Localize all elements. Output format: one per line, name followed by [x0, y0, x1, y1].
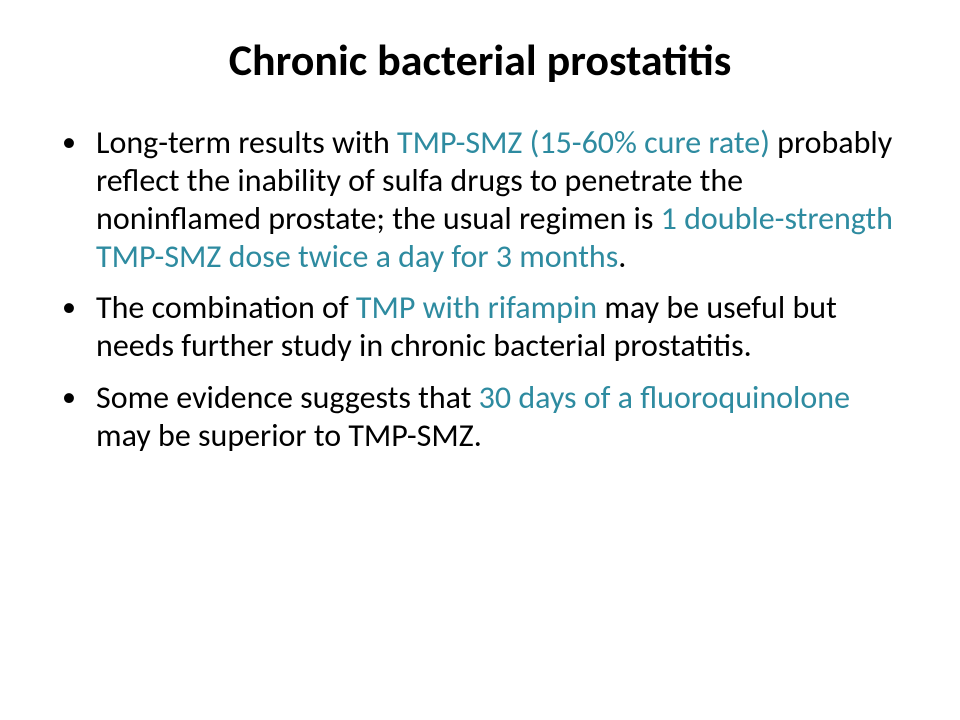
body-text: . [618, 237, 626, 276]
slide: Chronic bacterial prostatitis Long-term … [0, 0, 960, 720]
highlight-text: 30 days of a fluoroquinolone [479, 378, 850, 417]
highlight-text: TMP with rifampin [356, 288, 604, 327]
page-title: Chronic bacterial prostatitis [48, 36, 912, 84]
highlight-text: TMP-SMZ (15-60% cure rate) [397, 123, 777, 162]
body-text: may be superior to TMP-SMZ. [96, 416, 482, 455]
list-item: The combination of TMP with rifampin may… [96, 289, 902, 365]
list-item: Long-term results with TMP-SMZ (15-60% c… [96, 124, 902, 275]
bullet-list: Long-term results with TMP-SMZ (15-60% c… [48, 124, 912, 454]
body-text: The combination of [96, 288, 356, 327]
list-item: Some evidence suggests that 30 days of a… [96, 379, 902, 455]
body-text: Some evidence suggests that [96, 378, 479, 417]
body-text: Long-term results with [96, 123, 397, 162]
